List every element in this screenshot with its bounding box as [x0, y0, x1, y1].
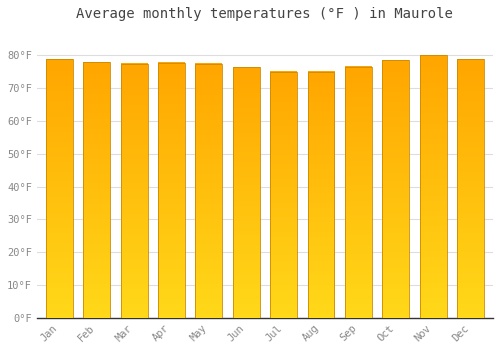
Bar: [196, 64, 222, 318]
Bar: [120, 63, 148, 318]
Bar: [46, 59, 72, 318]
Bar: [457, 59, 484, 318]
Bar: [345, 67, 372, 318]
Bar: [233, 68, 260, 318]
Bar: [270, 72, 297, 318]
Bar: [83, 62, 110, 318]
Bar: [158, 63, 185, 318]
Title: Average monthly temperatures (°F ) in Maurole: Average monthly temperatures (°F ) in Ma…: [76, 7, 454, 21]
Bar: [308, 72, 334, 318]
Bar: [420, 55, 446, 318]
Bar: [382, 60, 409, 318]
